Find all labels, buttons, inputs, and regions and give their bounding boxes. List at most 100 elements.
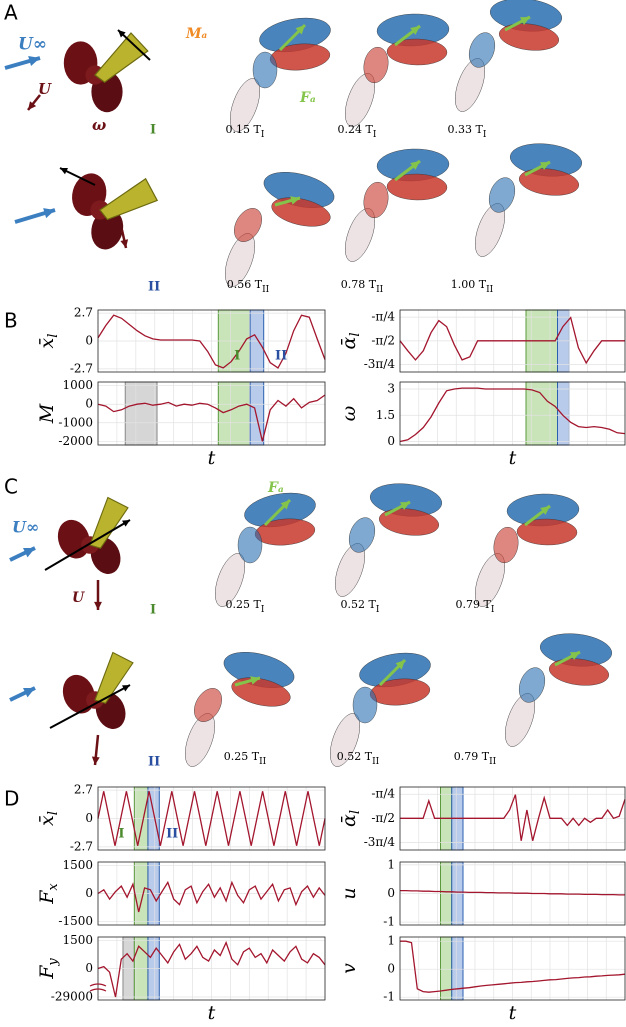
caption-time: 0.78 T xyxy=(341,278,377,291)
y-label-main: ᾱ xyxy=(338,814,360,827)
y-axis-label: ᾱl xyxy=(338,810,363,827)
arrow-head xyxy=(250,676,260,685)
caption-sub: I xyxy=(491,605,495,615)
axes-frame xyxy=(97,309,326,373)
axes-frame xyxy=(97,786,326,851)
y-label-sub: l xyxy=(46,334,61,338)
series-line xyxy=(97,394,326,442)
y-axis-label: ᾱl xyxy=(338,332,363,349)
y-axis-label: x̄l xyxy=(36,334,61,349)
figure-label: ω xyxy=(92,116,106,134)
y-tick-label: -3π/4 xyxy=(364,357,396,371)
arrow-head xyxy=(23,687,35,698)
axes-frame xyxy=(97,381,326,446)
y-tick-label: -29000 xyxy=(51,990,93,1004)
y-tick-label: 1.5 xyxy=(376,408,395,422)
arrow-head xyxy=(570,652,580,661)
arrow-head xyxy=(91,756,100,765)
time-caption: 0.25 TI xyxy=(226,598,265,615)
y-label-main: x̄ xyxy=(36,815,58,826)
wing xyxy=(99,177,159,221)
arrow-head xyxy=(28,55,40,66)
y-label-main: F xyxy=(36,890,58,905)
y-axis-label: Fy xyxy=(36,958,61,980)
panel-label: A xyxy=(4,1,18,25)
caption-time: 0.52 T xyxy=(337,750,373,763)
arrow-head xyxy=(118,30,126,38)
time-caption: 0.79 TI xyxy=(456,598,495,615)
arrow-head xyxy=(410,161,420,170)
vortex xyxy=(363,181,389,219)
caption-time: 0.24 T xyxy=(338,123,374,136)
y-tick-label: 0 xyxy=(387,962,395,976)
arrow xyxy=(49,684,131,729)
highlight-band xyxy=(451,936,464,1001)
y-tick-label: 0 xyxy=(85,961,93,975)
arrow-head xyxy=(395,660,405,670)
y-label-main: ᾱ xyxy=(338,337,360,350)
y-tick-label: 1500 xyxy=(62,933,93,947)
y-tick-label: 0 xyxy=(387,886,395,900)
time-caption: 0.15 TI xyxy=(226,123,265,140)
vortex xyxy=(518,168,580,196)
time-caption: 0.79 TII xyxy=(454,750,497,767)
y-tick-label: 0 xyxy=(85,397,93,411)
x-axis-label: t xyxy=(208,447,216,469)
y-label-main: u xyxy=(338,887,360,899)
phase-label: II xyxy=(166,827,178,842)
highlight-band xyxy=(124,381,158,446)
y-label-sub: l xyxy=(46,811,61,815)
arrow-head xyxy=(43,208,55,219)
arrow-head xyxy=(520,17,530,26)
y-tick-label: -1 xyxy=(383,915,395,929)
y-tick-label: 0 xyxy=(85,886,93,900)
arrow-head xyxy=(122,520,130,527)
axes-frame xyxy=(399,936,626,1001)
series-line xyxy=(97,314,326,369)
arrow-head xyxy=(60,168,68,175)
y-tick-label: -2.7 xyxy=(70,361,93,375)
x-axis-label: t xyxy=(509,447,517,469)
caption-sub: I xyxy=(261,130,265,140)
series-line xyxy=(399,316,625,365)
y-tick-label: -π/4 xyxy=(371,310,395,324)
caption-time: 0.52 T xyxy=(341,598,377,611)
caption-time: 0.15 T xyxy=(226,123,262,136)
arrow-head xyxy=(280,500,290,510)
y-tick-label: -2.7 xyxy=(70,839,93,853)
caption-sub: I xyxy=(376,605,380,615)
arrow-head xyxy=(122,685,130,692)
caption-time: 1.00 T xyxy=(451,278,487,291)
x-axis-label: t xyxy=(208,1002,216,1024)
figure-label: II xyxy=(148,755,160,770)
vortex xyxy=(237,526,263,564)
vortex xyxy=(488,177,516,213)
time-caption: 0.25 TII xyxy=(224,750,267,767)
highlight-band xyxy=(557,381,570,446)
figure-label: II xyxy=(148,280,160,295)
series-line xyxy=(400,889,625,896)
vortex xyxy=(252,51,278,89)
caption-time: 0.79 T xyxy=(456,598,492,611)
caption-sub: I xyxy=(373,130,377,140)
y-label-main: x̄ xyxy=(36,337,58,348)
y-tick-label: 1 xyxy=(387,934,395,948)
vortex xyxy=(498,23,560,51)
figure-label: Fₐ xyxy=(267,480,284,496)
vortex xyxy=(468,32,496,68)
arrow-head xyxy=(28,101,37,110)
vortex xyxy=(352,686,378,724)
arrow-head xyxy=(540,506,550,515)
series-line xyxy=(400,794,626,841)
phase-label: I xyxy=(234,349,240,364)
vortex xyxy=(386,173,448,201)
time-caption: 0.52 TII xyxy=(337,750,380,767)
y-axis-label: v xyxy=(338,963,360,974)
caption-time: 0.25 T xyxy=(224,750,260,763)
caption-time: 0.56 T xyxy=(227,278,263,291)
y-axis-label: u xyxy=(338,887,360,899)
figure-label: U∞ xyxy=(18,35,47,55)
figure-label: Mₐ xyxy=(185,26,207,42)
phase-label: II xyxy=(275,349,287,364)
